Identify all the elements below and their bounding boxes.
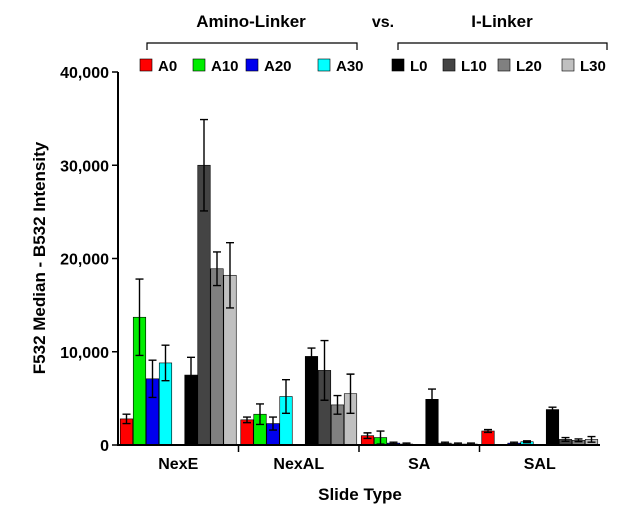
legend-label-l10: L10 xyxy=(461,58,487,75)
amino-linker-bracket xyxy=(146,42,358,50)
error-bar-l0-sal xyxy=(548,406,557,413)
error-bar-a0-sal xyxy=(484,428,492,434)
group-label-amino-linker: Amino-Linker xyxy=(196,12,306,31)
versus-label: vs. xyxy=(372,14,394,31)
legend-swatch-a10 xyxy=(192,58,206,72)
legend-label-l0: L0 xyxy=(410,58,428,75)
x-axis-ticks: NexE NexAL SA SAL xyxy=(158,445,556,473)
error-bar-l0-nexal xyxy=(307,347,316,366)
error-bar-l30-sal xyxy=(587,435,596,443)
error-bar-l10-sal xyxy=(561,436,570,442)
error-bar-a0-nexe xyxy=(122,413,131,425)
y-axis-label: F532 Median - B532 Intensity xyxy=(30,141,49,374)
legend-swatch-a0 xyxy=(139,58,153,72)
error-bar-l10-nexal xyxy=(320,339,329,401)
legend-label-a30: A30 xyxy=(336,58,364,75)
error-bar-l0-sa xyxy=(428,388,436,411)
error-bar-l20-nexal xyxy=(333,394,342,415)
error-bar-a30-sal xyxy=(523,440,531,444)
legend-swatch-l30 xyxy=(561,58,575,72)
legend-label-a10: A10 xyxy=(211,58,239,75)
y-tick-label: 0 xyxy=(100,438,109,455)
bars xyxy=(119,164,599,446)
error-bar-a0-nexal xyxy=(243,416,251,424)
x-tick-label: NexE xyxy=(158,456,198,473)
bar-l0-sal xyxy=(545,409,560,446)
legend-swatch-a20 xyxy=(245,58,259,72)
error-bar-a10-nexal xyxy=(256,403,264,426)
error-bar-a20-nexal xyxy=(269,416,277,431)
error-bar-a30-nexe xyxy=(161,344,170,382)
legend-swatch-a30 xyxy=(317,58,331,72)
y-tick-label: 30,000 xyxy=(60,158,109,175)
legend: A0 A10 A20 A30 L0 L10 L20 L30 xyxy=(139,58,606,75)
y-tick-label: 40,000 xyxy=(60,65,109,82)
error-bar-a0-sa xyxy=(363,432,372,440)
error-bar-a10-nexe xyxy=(135,278,144,357)
error-bar-l10-nexe xyxy=(200,118,208,212)
legend-swatch-l20 xyxy=(497,58,511,72)
group-label-i-linker: I-Linker xyxy=(471,12,533,31)
error-bar-l20-sal xyxy=(574,438,583,443)
error-bar-a30-nexal xyxy=(282,379,290,414)
y-tick-label: 10,000 xyxy=(60,345,109,362)
bar-l0-nexal xyxy=(304,356,319,446)
error-bar-l20-nexe xyxy=(213,251,221,287)
legend-label-l20: L20 xyxy=(516,58,542,75)
legend-label-a0: A0 xyxy=(158,58,177,75)
legend-swatch-l0 xyxy=(391,58,405,72)
y-axis-ticks: 0 10,000 20,000 30,000 40,000 xyxy=(60,65,118,455)
error-bar-l30-nexal xyxy=(346,373,355,414)
error-bar-l0-nexe xyxy=(187,356,195,394)
legend-swatch-l10 xyxy=(442,58,456,72)
i-linker-bracket xyxy=(397,42,608,50)
x-axis-label: Slide Type xyxy=(318,485,402,504)
x-tick-label: NexAL xyxy=(273,456,324,473)
bar-a0-nexal xyxy=(240,419,254,446)
x-tick-label: SAL xyxy=(524,456,556,473)
legend-label-a20: A20 xyxy=(264,58,292,75)
error-bar-a20-nexe xyxy=(148,359,157,399)
legend-label-l30: L30 xyxy=(580,58,606,75)
y-tick-label: 20,000 xyxy=(60,252,109,269)
bar-l20-nexe xyxy=(210,268,224,446)
x-tick-label: SA xyxy=(408,456,431,473)
error-bar-l30-nexe xyxy=(226,241,234,309)
